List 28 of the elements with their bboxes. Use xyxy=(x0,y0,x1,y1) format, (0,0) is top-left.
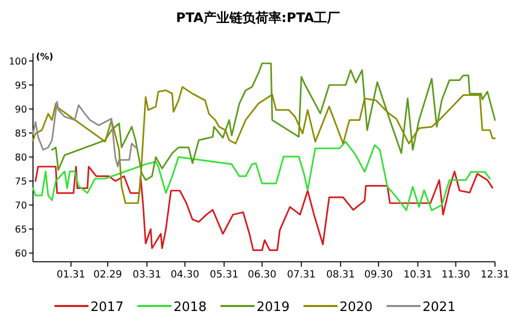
y-tick-label: 90 xyxy=(14,104,27,116)
y-tick-label: 70 xyxy=(14,200,27,212)
x-tick-label: 04.30 xyxy=(170,270,200,281)
title: PTA产业链负荷率:PTA工厂 xyxy=(176,11,340,26)
legend-label: 2020 xyxy=(340,300,373,315)
x-tick-label: 01.31 xyxy=(56,270,86,281)
x-tick-label: 07.31 xyxy=(287,270,316,281)
x-tick-label: 08.31 xyxy=(326,270,355,281)
legend-label: 2018 xyxy=(174,300,207,315)
y-tick-label: 100 xyxy=(8,56,27,68)
y-tick-label: 80 xyxy=(14,152,27,164)
y-tick-label: 75 xyxy=(14,176,27,188)
x-tick-label: 09.30 xyxy=(364,270,393,281)
y-tick-label: 60 xyxy=(14,248,27,260)
x-tick-label: 06.30 xyxy=(248,270,276,281)
x-tick-label: 10.31 xyxy=(403,270,432,281)
x-tick-label: 12.31 xyxy=(480,270,510,281)
ylabel: (%) xyxy=(36,52,54,62)
y-tick-label: 65 xyxy=(14,224,27,236)
x-tick-label: 05.31 xyxy=(210,270,238,281)
y-tick-label: 85 xyxy=(14,128,27,140)
x-tick-label: 02.29 xyxy=(93,270,122,281)
legend-label: 2019 xyxy=(256,300,290,315)
legend-label: 2017 xyxy=(90,300,124,315)
x-tick-label: 11.30 xyxy=(441,270,470,281)
x-tick-label: 03.31 xyxy=(132,270,162,281)
y-tick-label: 95 xyxy=(14,80,27,92)
legend-label: 2021 xyxy=(422,300,456,315)
